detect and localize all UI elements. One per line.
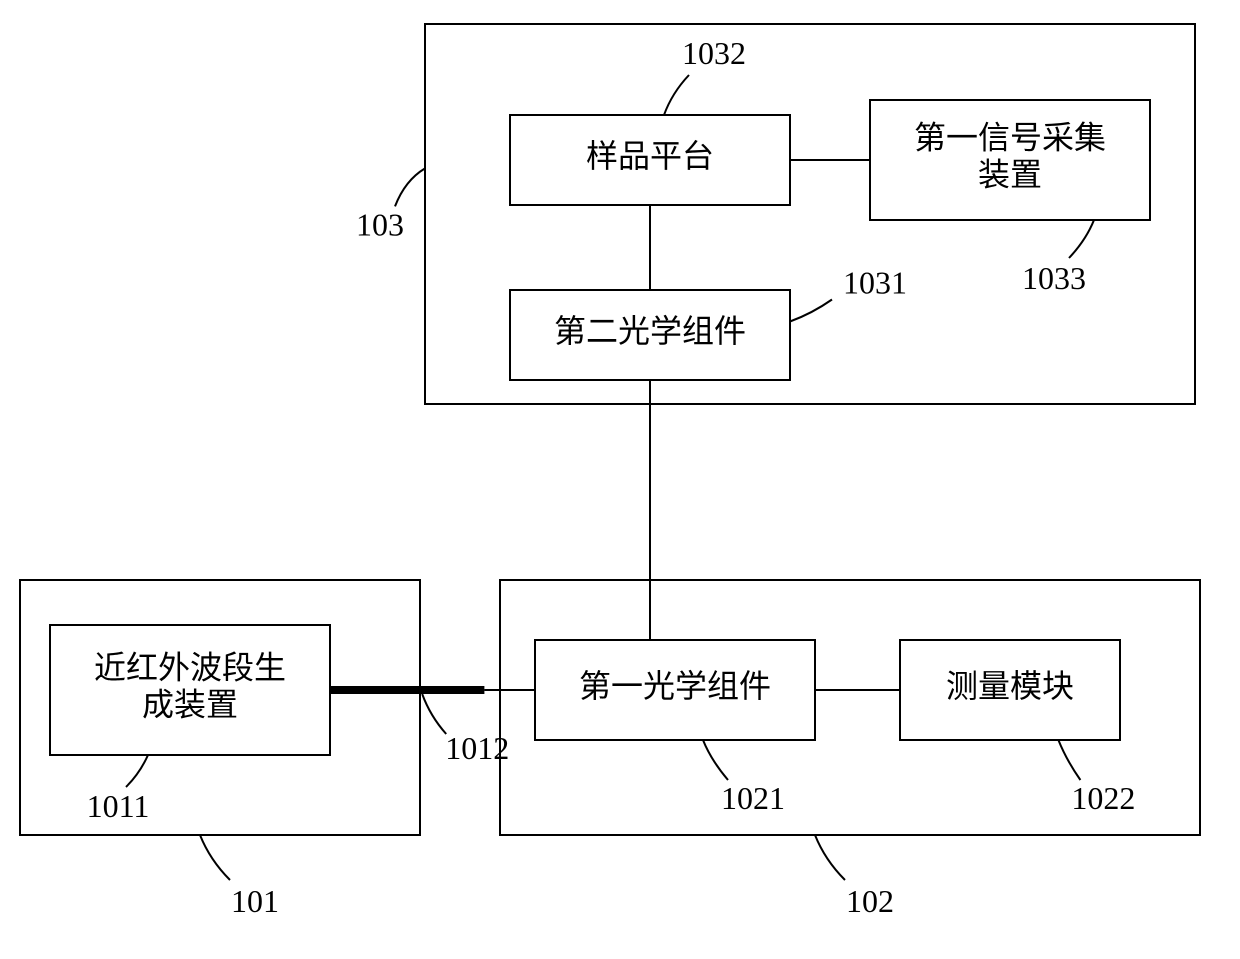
ref-1022: 1022 xyxy=(1071,780,1135,816)
label-1022: 测量模块 xyxy=(946,668,1074,704)
ref-101: 101 xyxy=(231,883,279,919)
ref-1021: 1021 xyxy=(721,780,785,816)
ref-102: 102 xyxy=(846,883,894,919)
ref-1033: 1033 xyxy=(1022,260,1086,296)
ref-1012: 1012 xyxy=(445,730,509,766)
ref-1032: 1032 xyxy=(682,35,746,71)
ref-1031: 1031 xyxy=(843,265,907,301)
ref-1011: 1011 xyxy=(87,788,150,824)
label-1032: 样品平台 xyxy=(586,138,714,174)
label-1031: 第二光学组件 xyxy=(554,313,746,349)
diagram-canvas: 103101102样品平台1032第一信号采集装置1033第二光学组件1031近… xyxy=(0,0,1240,959)
label-1021: 第一光学组件 xyxy=(579,668,771,704)
ref-103: 103 xyxy=(356,207,404,243)
